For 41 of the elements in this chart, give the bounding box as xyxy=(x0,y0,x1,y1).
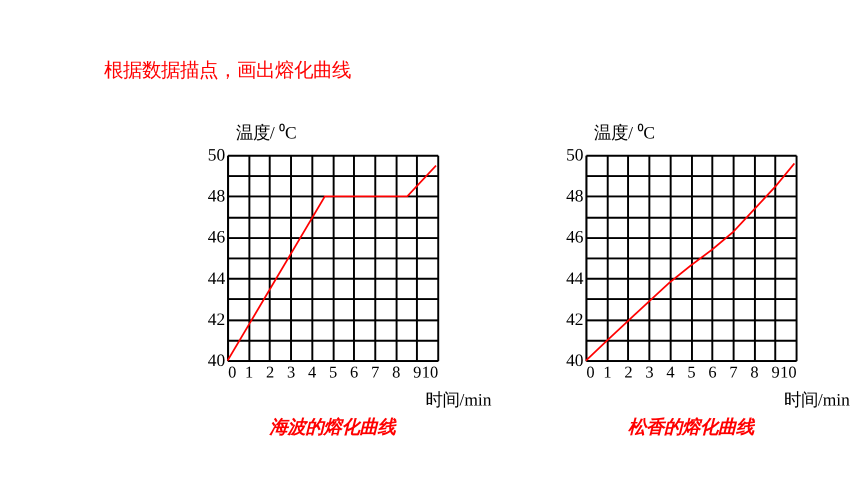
x-tick-label: 2 xyxy=(266,362,274,382)
x-tick-label: 0 xyxy=(586,362,595,382)
text: 海波的熔化曲线 xyxy=(268,416,398,438)
y-tick-label: 40 xyxy=(208,350,226,370)
y-tick-label: 50 xyxy=(208,144,226,165)
x-tick-label: 7 xyxy=(729,362,738,382)
y-tick-label: 44 xyxy=(566,268,584,288)
y-tick-label: 42 xyxy=(208,308,226,329)
x-tick-label: 9 xyxy=(771,362,780,382)
y-axis-title: 温度/ ⁰C xyxy=(594,122,655,142)
x-tick-label: 7 xyxy=(371,362,380,382)
x-tick-label: 8 xyxy=(392,362,400,382)
x-axis-title: 时间/min xyxy=(426,390,492,410)
x-tick-label: 8 xyxy=(750,362,759,382)
x-tick-label: 3 xyxy=(287,362,296,382)
x-tick-label: 3 xyxy=(645,362,654,382)
y-tick-label: 46 xyxy=(566,226,584,247)
x-tick-label: 2 xyxy=(624,362,633,382)
x-tick-label: 4 xyxy=(308,362,316,382)
y-tick-label: 50 xyxy=(566,144,584,165)
x-tick-label: 5 xyxy=(687,362,696,382)
y-tick-label: 42 xyxy=(566,308,584,329)
x-tick-label: 5 xyxy=(329,362,338,382)
x-tick-label: 6 xyxy=(708,362,717,382)
y-axis-title: 温度/ ⁰C xyxy=(236,122,297,142)
x-tick-label: 1 xyxy=(603,362,612,382)
y-tick-label: 46 xyxy=(208,226,226,247)
y-tick-label: 44 xyxy=(208,268,226,288)
x-axis-title: 时间/min xyxy=(784,390,850,410)
y-tick-label: 40 xyxy=(566,350,584,370)
x-tick-label: 0 xyxy=(228,362,236,382)
x-tick-label: 4 xyxy=(666,362,675,382)
y-tick-label: 48 xyxy=(208,186,226,206)
text: 松香的熔化曲线 xyxy=(627,416,756,438)
x-tick-label: 10 xyxy=(780,362,797,382)
x-tick-label: 1 xyxy=(244,362,254,382)
x-tick-label: 9 xyxy=(413,362,422,382)
x-tick-label: 6 xyxy=(350,362,358,382)
x-tick-label: 10 xyxy=(422,362,438,382)
y-tick-label: 48 xyxy=(566,186,584,206)
text: 根据数据描点，画出熔化曲线 xyxy=(104,58,352,82)
